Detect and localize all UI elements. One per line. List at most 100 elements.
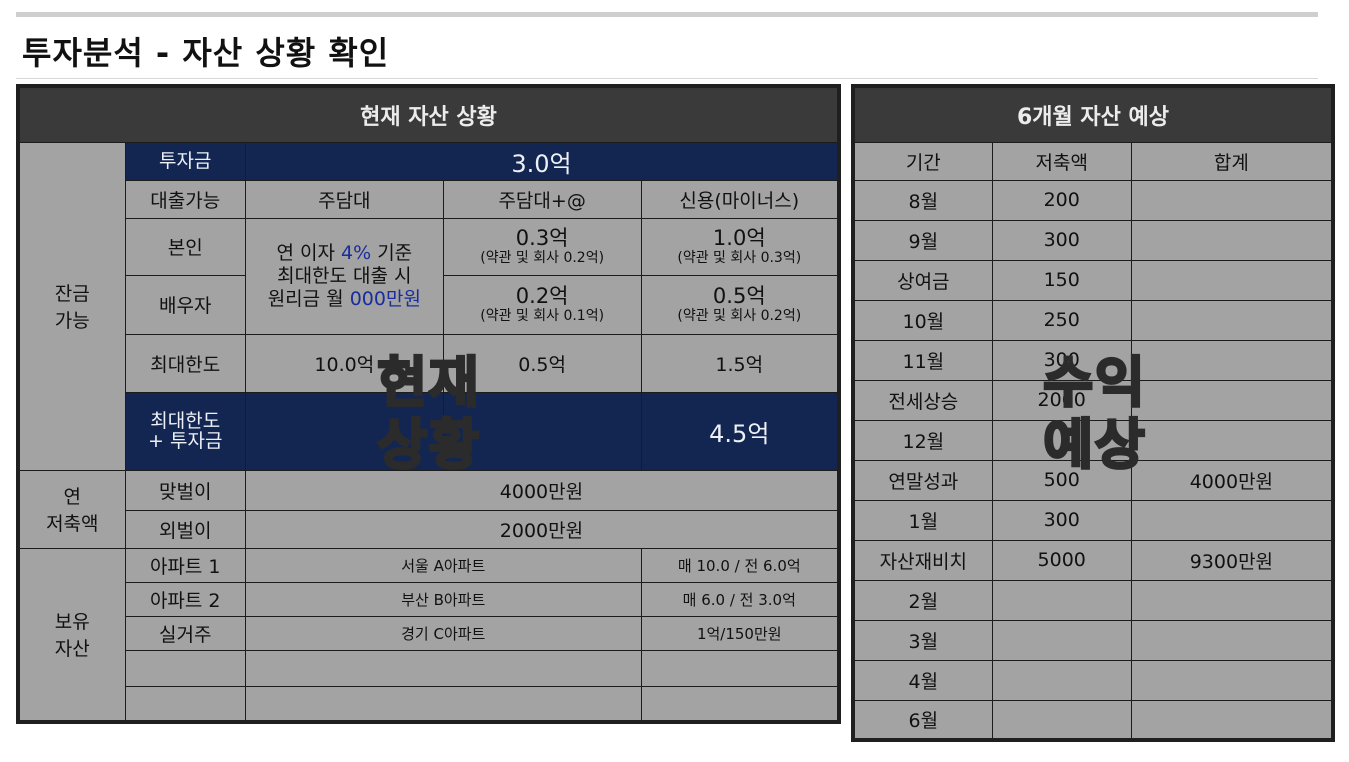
forecast-total-cell: 9300만원 [1130,539,1334,581]
cell-sub: (약관 및 회사 0.2억) [480,249,605,266]
savings-value: 2000만원 [244,509,840,549]
forecast-total-cell [1130,579,1334,621]
forecast-total-cell [1130,659,1334,701]
forecast-row: 8월 200 [852,179,1334,221]
savings-label: 맞벌이 [124,469,246,511]
group-savings-label: 연 저축액 [17,469,126,549]
forecast-period-cell: 2월 [852,579,993,621]
forecast-saving-cell: 300 [991,339,1132,381]
overlay-line: 예상 [1042,412,1147,477]
asset-name [244,649,642,687]
self-credit: 1.0억 (약관 및 회사 0.3억) [640,217,840,276]
forecast-total-cell [1130,499,1334,541]
max-label: 최대한도 [124,333,246,393]
asset-price: 1억/150만원 [640,615,840,651]
forecast-period-cell: 전세상승 [852,379,993,421]
asset-name: 부산 B아파트 [244,581,642,617]
forecast-row: 전세상승 2000 [852,379,1334,421]
current-status-overlay: 현재 상황 [364,350,494,477]
col-header-period: 기간 [852,141,993,181]
forecast-period-cell: 4월 [852,659,993,701]
group-balance-label: 잔금 가능 [17,141,126,471]
cell-sub: (약관 및 회사 0.1억) [480,307,605,324]
loan-label: 대출가능 [124,179,246,219]
title-underline [16,78,1318,79]
forecast-row: 11월 300 [852,339,1334,381]
asset-name: 서울 A아파트 [244,547,642,583]
forecast-row: 12월 [852,419,1334,461]
asset-name: 경기 C아파트 [244,615,642,651]
cell-main: 1.0억 [712,225,766,250]
note-text: 최대한도 대출 시 [277,264,412,287]
forecast-saving-cell: 250 [991,299,1132,341]
overlay-line: 현재 [376,350,481,415]
asset-name [244,685,642,723]
forecast-total-cell [1130,619,1334,661]
invest-value: 3.0억 [244,141,840,181]
loan-col-jd: 주담대 [244,179,444,219]
asset-price: 매 10.0 / 전 6.0억 [640,547,840,583]
spouse-credit: 0.5억 (약관 및 회사 0.2억) [640,274,840,335]
forecast-period-cell: 1월 [852,499,993,541]
note-text: 원리금 월 [267,287,350,310]
forecast-header: 6개월 자산 예상 [852,85,1334,143]
note-monthly: 000만원 [349,287,421,310]
forecast-saving-cell: 200 [991,179,1132,221]
forecast-saving-cell [991,699,1132,741]
forecast-period-cell: 12월 [852,419,993,461]
asset-label [124,649,246,687]
interest-note: 연 이자 4% 기준 최대한도 대출 시 원리금 월 000만원 [244,217,444,335]
forecast-row: 9월 300 [852,219,1334,261]
note-text: 연 이자 [276,241,341,264]
total-label: 최대한도 + 투자금 [124,391,246,471]
forecast-row: 상여금 150 [852,259,1334,301]
total-credit: 4.5억 [640,391,840,471]
max-jd: 10.0억 [244,333,444,393]
forecast-saving-cell [991,619,1132,661]
forecast-total-cell [1130,179,1334,221]
loan-col-jd-plus: 주담대+@ [442,179,642,219]
forecast-total-cell: 4000만원 [1130,459,1334,501]
forecast-period-cell: 6월 [852,699,993,741]
forecast-saving-cell: 5000 [991,539,1132,581]
forecast-overlay: 수익 예상 [1030,350,1160,477]
forecast-saving-cell [991,419,1132,461]
loan-col-credit: 신용(마이너스) [640,179,840,219]
forecast-total-cell [1130,259,1334,301]
forecast-period-cell: 자산재비치 [852,539,993,581]
forecast-total-cell [1130,419,1334,461]
spouse-jd-plus: 0.2억 (약관 및 회사 0.1억) [442,274,642,335]
savings-value: 4000만원 [244,469,840,511]
note-rate: 4% [341,241,372,264]
forecast-saving-cell: 300 [991,499,1132,541]
asset-price: 매 6.0 / 전 3.0억 [640,581,840,617]
note-text: 기준 [371,241,413,264]
forecast-row: 10월 250 [852,299,1334,341]
forecast-period-cell: 8월 [852,179,993,221]
forecast-saving-cell [991,659,1132,701]
asset-price [640,649,840,687]
forecast-row: 2월 [852,579,1334,621]
forecast-table: 6개월 자산 예상 기간 저축액 합계 8월 200 9월 300 상여금 150 10월 2… [851,84,1335,742]
forecast-total-cell [1130,299,1334,341]
forecast-row: 6월 [852,699,1334,741]
forecast-period-cell: 9월 [852,219,993,261]
total-jd [244,391,444,471]
forecast-period-cell: 3월 [852,619,993,661]
col-header-saving: 저축액 [991,141,1132,181]
asset-label [124,685,246,723]
forecast-rows: 8월 200 9월 300 상여금 150 10월 250 11월 300 전세상승 2000 12월 연… [852,179,1334,741]
forecast-period-cell: 연말성과 [852,459,993,501]
cell-sub: (약관 및 회사 0.2억) [677,307,802,324]
spouse-label: 배우자 [124,274,246,335]
forecast-period-cell: 상여금 [852,259,993,301]
asset-label: 아파트 2 [124,581,246,617]
asset-price [640,685,840,723]
page-title: 투자분석 - 자산 상황 확인 [22,34,390,72]
overlay-line: 상황 [376,412,481,477]
invest-label: 투자금 [124,141,246,181]
group-assets-label: 보유 자산 [17,547,126,723]
forecast-saving-cell: 500 [991,459,1132,501]
cell-main: 0.2억 [515,283,569,308]
self-label: 본인 [124,217,246,276]
